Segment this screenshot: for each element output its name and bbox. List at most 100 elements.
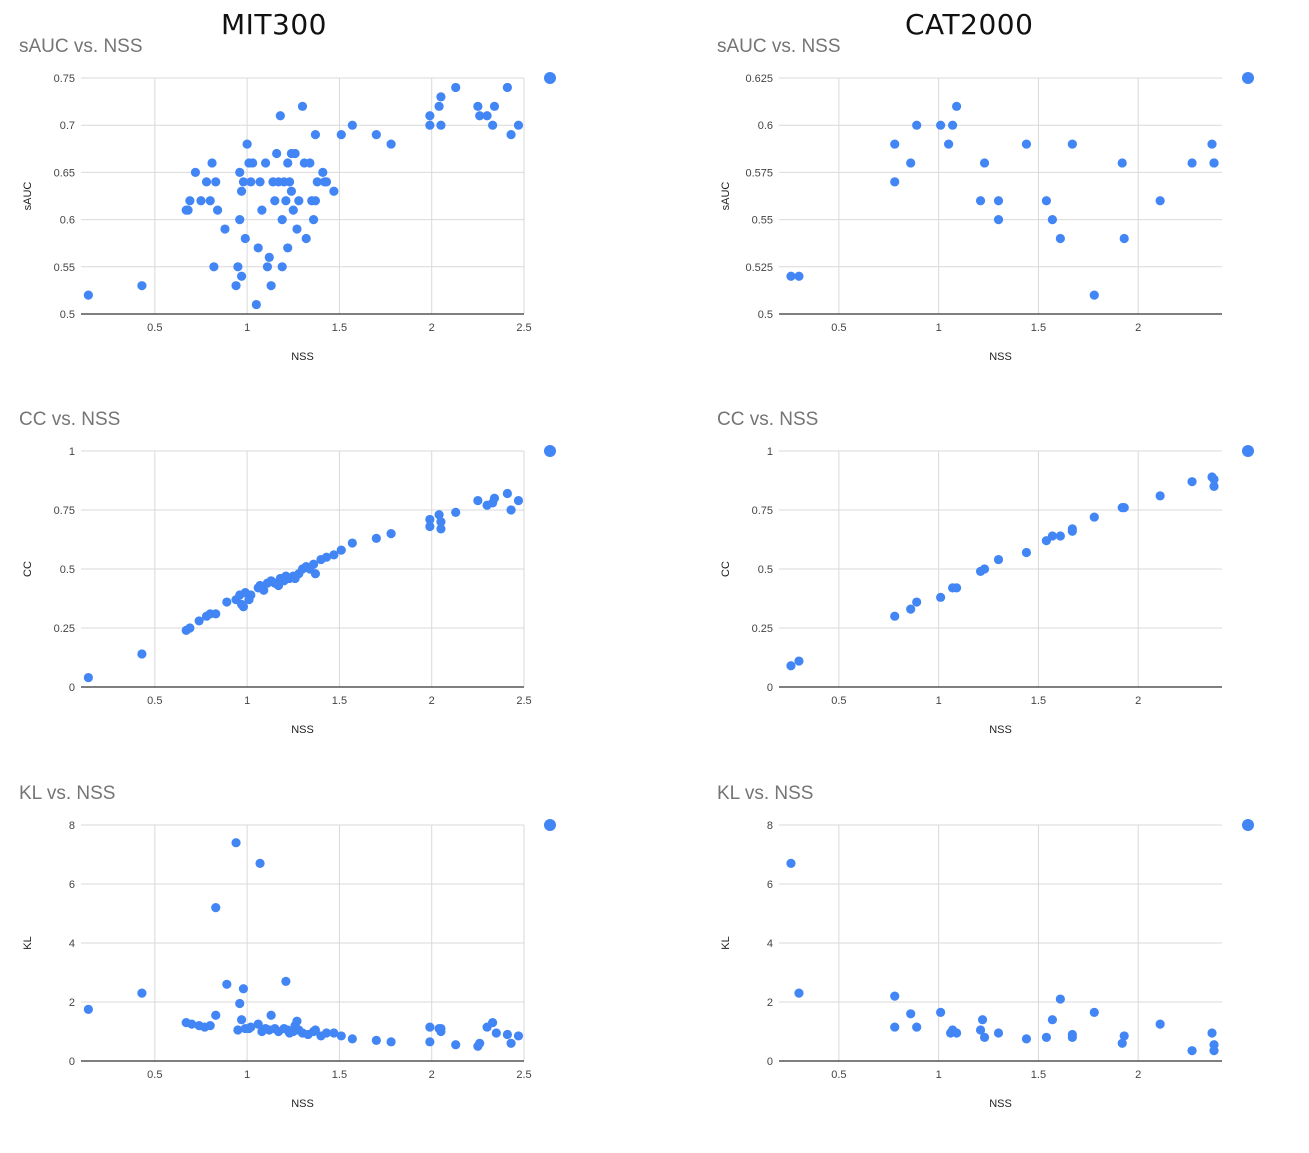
chart-panel-cat2000-kl: KL vs. NSS 0 2 4 6 8 0.5 1 1.5 2 NSS KL xyxy=(717,783,1309,1153)
y-tick-label: 0.6 xyxy=(758,120,773,132)
y-axis-title: CC xyxy=(22,561,34,577)
data-point xyxy=(786,271,796,281)
data-point xyxy=(211,609,221,619)
data-point xyxy=(248,158,258,168)
data-point xyxy=(436,517,446,527)
data-point xyxy=(233,1025,243,1035)
y-tick-label: 0.55 xyxy=(54,262,75,274)
data-point xyxy=(1021,547,1032,558)
data-point xyxy=(281,196,291,206)
chart-panel-mit300-sauc: sAUC vs. NSS 0.5 0.55 0.6 0.65 0.7 0.75 0.5 1 1.… xyxy=(19,36,659,406)
x-tick-label: 2.5 xyxy=(516,695,531,707)
data-point xyxy=(936,120,946,130)
data-point xyxy=(255,177,265,187)
data-point xyxy=(436,92,446,102)
y-tick-label: 0 xyxy=(69,1056,75,1068)
data-point xyxy=(238,984,249,994)
y-tick-label: 0.6 xyxy=(60,215,75,227)
data-point xyxy=(1047,215,1057,225)
data-point xyxy=(294,196,304,206)
column-title-mit300: MIT300 xyxy=(221,8,327,41)
data-point xyxy=(425,521,435,532)
data-point xyxy=(451,507,461,517)
data-point xyxy=(246,590,256,600)
data-point xyxy=(1155,1019,1165,1029)
data-point xyxy=(83,290,93,300)
data-point xyxy=(264,252,274,262)
x-tick-label: 0.5 xyxy=(831,1069,846,1081)
x-tick-label: 2 xyxy=(429,695,435,707)
x-tick-label: 1.5 xyxy=(1031,695,1046,707)
data-point xyxy=(301,233,311,244)
data-point xyxy=(513,1031,524,1041)
y-tick-label: 0.65 xyxy=(54,167,75,179)
y-tick-label: 2 xyxy=(69,997,75,1009)
data-point xyxy=(312,177,322,187)
legend-marker xyxy=(544,445,556,457)
data-point xyxy=(231,281,241,291)
data-point xyxy=(979,1032,990,1042)
x-tick-label: 1 xyxy=(936,695,942,707)
x-tick-label: 1 xyxy=(936,1069,942,1081)
data-point xyxy=(321,1028,332,1038)
data-point xyxy=(262,262,273,272)
data-point xyxy=(211,1010,221,1020)
data-point xyxy=(308,559,319,569)
x-axis-title: NSS xyxy=(291,1098,314,1110)
data-point xyxy=(1207,139,1217,149)
x-tick-label: 1.5 xyxy=(1031,1069,1046,1081)
data-point xyxy=(321,177,332,187)
x-tick-label: 2 xyxy=(429,1069,435,1081)
data-point xyxy=(386,139,396,149)
data-point xyxy=(951,583,962,593)
data-point xyxy=(371,130,381,140)
y-tick-label: 0 xyxy=(69,682,75,694)
data-point xyxy=(473,101,483,111)
scatter-plot: 0 0.25 0.5 0.75 1 0.5 1 1.5 2 NSS CC xyxy=(720,445,1254,736)
data-point xyxy=(240,233,250,244)
data-point xyxy=(347,1034,357,1044)
data-point xyxy=(83,1004,93,1014)
x-tick-label: 2 xyxy=(1135,322,1141,334)
data-point xyxy=(502,82,512,93)
data-point xyxy=(386,529,396,539)
data-point xyxy=(993,1028,1004,1038)
data-point xyxy=(236,271,247,281)
chart-panel-cat2000-cc: CC vs. NSS 0 0.25 0.5 0.75 1 0.5 1 1.5 2 NSS CC xyxy=(717,409,1309,779)
y-tick-label: 0.7 xyxy=(60,120,75,132)
data-point xyxy=(308,215,319,225)
x-tick-label: 2 xyxy=(429,322,435,334)
data-point xyxy=(1041,1032,1051,1042)
y-tick-label: 0.75 xyxy=(54,505,75,517)
legend-marker xyxy=(544,819,556,831)
data-point xyxy=(336,1031,346,1041)
data-point xyxy=(506,505,516,515)
data-point xyxy=(488,120,498,130)
y-tick-label: 0.75 xyxy=(54,73,75,85)
scatter-plot: 0.5 0.525 0.55 0.575 0.6 0.625 0.5 1 1.5 2 NSS sAUC xyxy=(720,72,1254,363)
chart-title: sAUC vs. NSS xyxy=(717,36,841,57)
data-point xyxy=(513,120,524,130)
data-point xyxy=(253,243,263,253)
data-point xyxy=(231,838,241,848)
chart-title: KL vs. NSS xyxy=(19,783,116,804)
data-point xyxy=(1067,139,1077,149)
data-point xyxy=(1047,531,1057,541)
x-axis-title: NSS xyxy=(989,351,1012,363)
column-title-cat2000: CAT2000 xyxy=(905,8,1034,41)
data-point xyxy=(235,167,245,177)
data-point xyxy=(425,1022,435,1032)
data-point xyxy=(185,623,195,633)
data-point xyxy=(185,196,195,206)
data-point xyxy=(1055,233,1065,244)
data-point xyxy=(1155,196,1165,206)
y-tick-label: 6 xyxy=(69,879,75,891)
y-tick-label: 0.525 xyxy=(745,262,773,274)
data-point xyxy=(270,196,280,206)
data-point xyxy=(246,1022,256,1032)
x-tick-label: 0.5 xyxy=(147,1069,162,1081)
chart-title: CC vs. NSS xyxy=(717,409,819,430)
data-point xyxy=(425,1037,435,1047)
data-point xyxy=(196,196,206,206)
data-point xyxy=(211,177,221,187)
